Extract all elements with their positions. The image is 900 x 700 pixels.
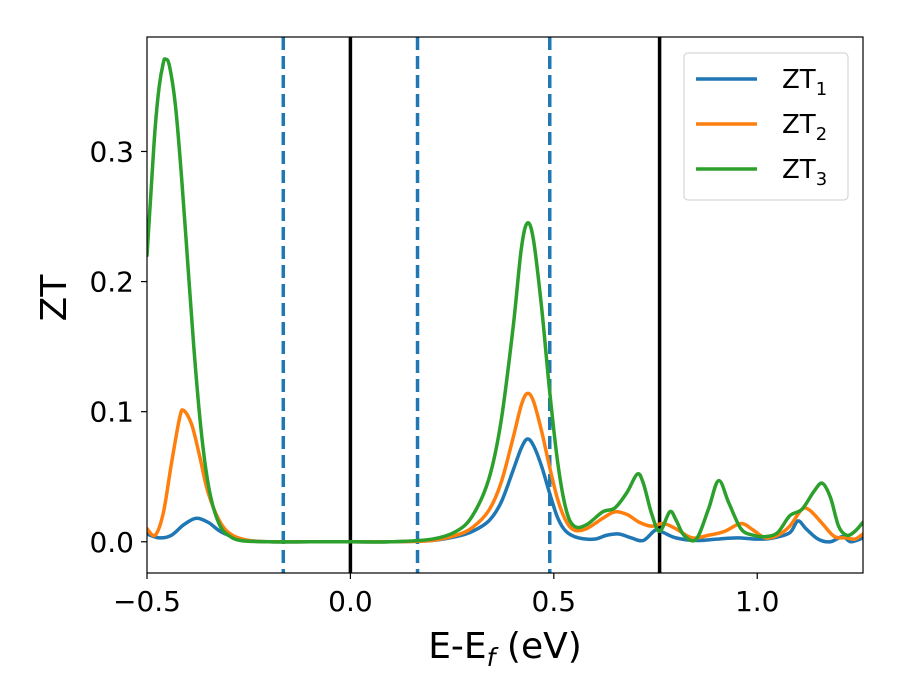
- y-tick-label: 0.0: [89, 526, 134, 559]
- y-tick-label: 0.1: [89, 396, 134, 429]
- x-axis-label-main: E-E: [428, 626, 486, 667]
- x-tick-label: 1.0: [735, 585, 780, 618]
- legend-label-zt1: ZT1: [782, 65, 827, 100]
- x-tick-label: 0.0: [328, 585, 373, 618]
- x-tick-label: −0.5: [113, 585, 181, 618]
- x-axis-ticks: −0.5 0.0 0.5 1.0: [113, 573, 779, 618]
- y-axis-ticks: 0.0 0.1 0.2 0.3: [89, 135, 147, 559]
- legend-label-main: ZT: [782, 65, 816, 95]
- legend-label-main: ZT: [782, 155, 816, 185]
- legend-label-zt3: ZT3: [782, 155, 827, 190]
- plot-frame: [146, 36, 864, 574]
- x-tick-label: 0.5: [532, 585, 577, 618]
- legend-label-subscript: 2: [816, 124, 827, 145]
- y-tick-label: 0.3: [89, 135, 134, 168]
- reference-lines: [281, 37, 662, 573]
- x-axis-label-unit: (eV): [495, 626, 581, 667]
- y-axis-label: ZT: [34, 274, 75, 322]
- legend-label-subscript: 1: [816, 79, 827, 100]
- legend-label-subscript: 3: [816, 169, 827, 190]
- legend-label-main: ZT: [782, 110, 816, 140]
- y-tick-label: 0.2: [89, 266, 134, 299]
- series-line-zt3: [147, 57, 863, 544]
- series-lines: [147, 57, 863, 544]
- legend-box: [683, 52, 849, 201]
- legend-label-zt2: ZT2: [782, 110, 827, 145]
- x-axis-label: E-Ef (eV): [428, 626, 582, 672]
